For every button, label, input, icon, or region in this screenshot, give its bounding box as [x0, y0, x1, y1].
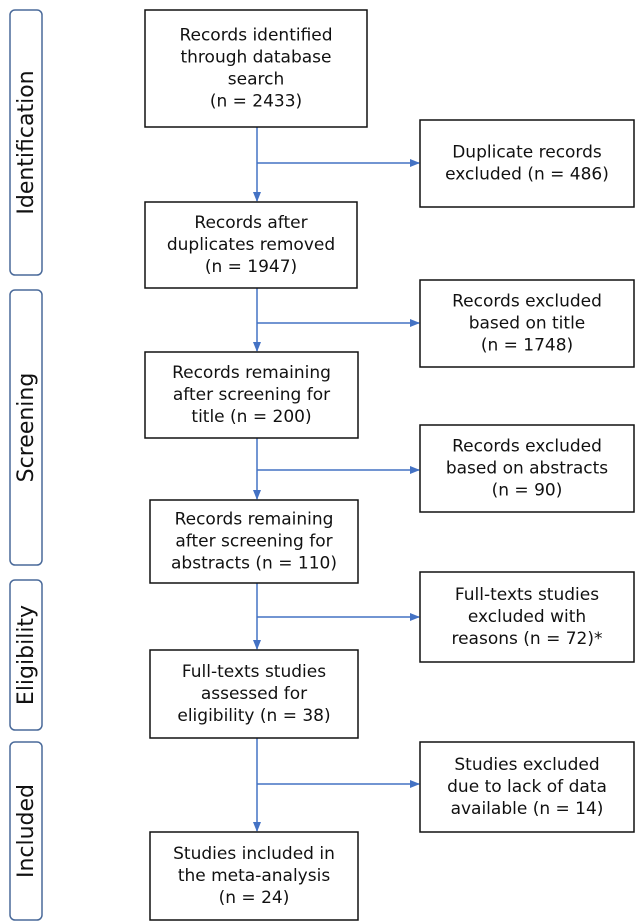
- flow-box-text: duplicates removed: [167, 235, 335, 255]
- flow-box-text: Records after: [194, 213, 307, 233]
- flow-box-text: eligibility (n = 38): [177, 706, 330, 726]
- flow-box-text: after screening for: [175, 532, 332, 552]
- excluded-box: [419, 571, 635, 663]
- excluded-box: [419, 741, 635, 833]
- flow-box-text: title (n = 200): [191, 407, 311, 427]
- flow-box-text: the meta-analysis: [178, 866, 331, 886]
- excluded-box-text: reasons (n = 72)*: [451, 629, 602, 649]
- excluded-box-text: available (n = 14): [451, 799, 604, 819]
- flow-box-text: (n = 2433): [210, 92, 302, 112]
- excluded-box-text: based on title: [469, 314, 586, 334]
- excluded-box: [419, 424, 635, 513]
- flow-box: [144, 9, 368, 128]
- flow-box-text: Records remaining: [175, 510, 334, 530]
- flow-box: [144, 201, 358, 289]
- flow-box-text: Studies included in: [173, 844, 335, 864]
- stage-label: Screening: [14, 373, 39, 483]
- excluded-box: [419, 279, 635, 368]
- excluded-box-text: Records excluded: [452, 437, 602, 457]
- excluded-box-text: excluded (n = 486): [445, 165, 609, 185]
- flow-box-text: (n = 1947): [205, 257, 297, 277]
- excluded-box: [419, 119, 635, 208]
- flow-box-text: Records identified: [179, 26, 332, 46]
- flow-box: [149, 649, 359, 739]
- stage-label: Included: [14, 784, 39, 878]
- flow-box-text: (n = 24): [219, 888, 290, 908]
- excluded-box-text: Studies excluded: [454, 755, 599, 775]
- stage-label: Eligibility: [14, 605, 39, 705]
- stage-box: [9, 741, 43, 921]
- flow-box-text: assessed for: [201, 684, 307, 704]
- flow-box-text: search: [228, 70, 284, 90]
- excluded-box-text: due to lack of data: [447, 777, 607, 797]
- excluded-box-text: Duplicate records: [452, 143, 602, 163]
- flow-box-text: Records remaining: [172, 363, 331, 383]
- excluded-box-text: (n = 1748): [481, 336, 573, 356]
- flow-box-text: abstracts (n = 110): [171, 554, 337, 574]
- excluded-box-text: based on abstracts: [446, 459, 608, 479]
- stage-box: [9, 9, 43, 276]
- flow-box: [144, 351, 359, 439]
- stage-label: Identification: [14, 70, 39, 214]
- excluded-box-text: Full-texts studies: [455, 585, 599, 605]
- excluded-box-text: (n = 90): [492, 481, 563, 501]
- excluded-box-text: Records excluded: [452, 292, 602, 312]
- stage-box: [9, 289, 43, 566]
- flow-box-text: Full-texts studies: [182, 662, 326, 682]
- flow-box-text: through database: [180, 48, 331, 68]
- flow-box: [149, 831, 359, 921]
- flow-box: [149, 499, 359, 584]
- excluded-box-text: excluded with: [468, 607, 586, 627]
- stage-box: [9, 579, 43, 731]
- flow-box-text: after screening for: [173, 385, 330, 405]
